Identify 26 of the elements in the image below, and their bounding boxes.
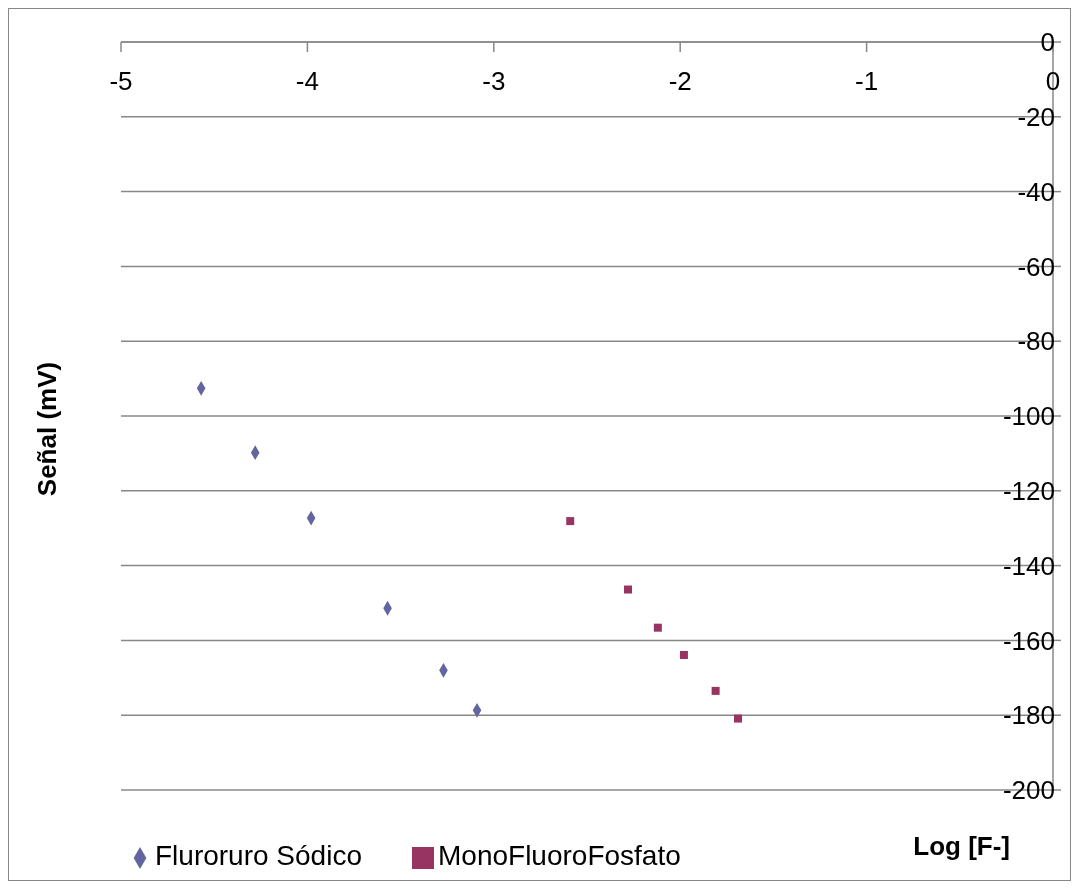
y-tick-label: -140 <box>1002 550 1055 581</box>
point <box>653 623 662 632</box>
y-tick-label: -160 <box>1002 625 1055 656</box>
point <box>566 517 575 526</box>
legend-label: MonoFluoroFosfato <box>437 840 681 871</box>
point <box>679 650 688 659</box>
y-tick-label: -200 <box>1002 775 1055 806</box>
y-tick-label: -60 <box>1017 251 1055 282</box>
legend-label: Fluroruro Sódico <box>155 840 362 871</box>
x-tick-label: -1 <box>855 66 879 96</box>
x-tick-label: -5 <box>109 66 133 96</box>
x-tick-label: -2 <box>668 66 692 96</box>
x-axis-title: Log [F-] <box>913 831 1010 862</box>
y-tick-label: -20 <box>1017 102 1055 133</box>
x-tick-label: -4 <box>295 66 319 96</box>
point <box>711 686 720 695</box>
point <box>624 585 633 594</box>
x-tick-label: -3 <box>482 66 506 96</box>
y-tick-label: -40 <box>1017 176 1055 207</box>
y-tick-label: -100 <box>1002 401 1055 432</box>
y-tick-label: -120 <box>1002 476 1055 507</box>
y-tick-label: -180 <box>1002 700 1055 731</box>
y-axis-title: Señal (mV) <box>31 361 63 497</box>
point <box>733 714 742 723</box>
y-tick-label: 0 <box>1040 27 1055 58</box>
y-tick-label: -80 <box>1017 326 1055 357</box>
